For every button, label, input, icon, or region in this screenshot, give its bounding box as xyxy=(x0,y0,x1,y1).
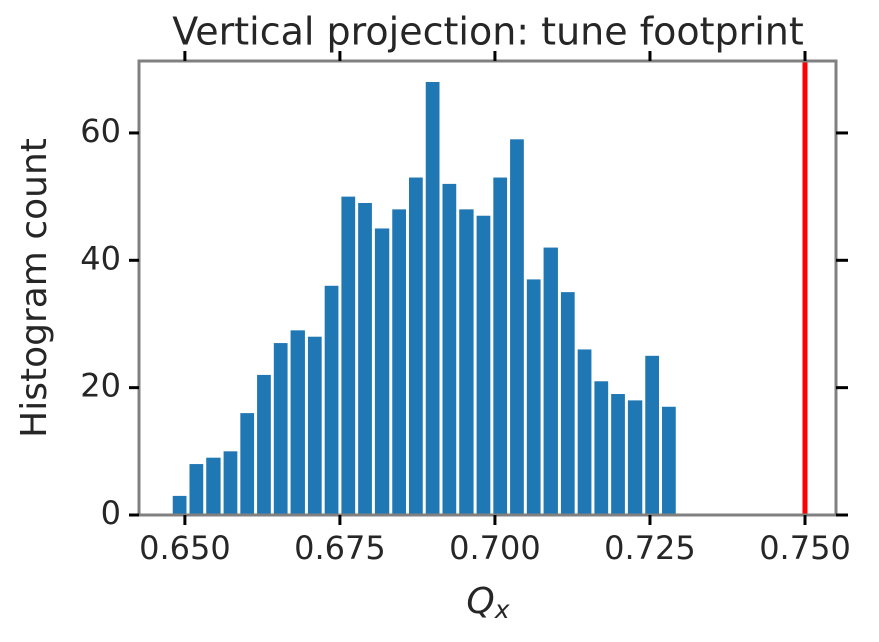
x-tick-label: 0.650 xyxy=(139,529,231,567)
y-tick-label: 0 xyxy=(101,494,121,532)
bar xyxy=(358,202,372,515)
bar xyxy=(526,279,541,515)
bar xyxy=(341,196,356,515)
x-tick-label: 0.750 xyxy=(759,529,851,567)
x-tick-label: 0.675 xyxy=(294,529,386,567)
bar xyxy=(476,215,491,515)
bar xyxy=(627,400,643,515)
bar xyxy=(223,451,238,515)
x-axis-label-base: Q xyxy=(466,581,494,622)
bar xyxy=(645,355,660,515)
bar xyxy=(374,228,390,515)
bar xyxy=(442,183,457,515)
y-axis-label: Histogram count xyxy=(14,138,55,438)
bar xyxy=(257,374,271,515)
bar xyxy=(611,394,625,515)
bar xyxy=(189,464,204,515)
y-tick-label: 40 xyxy=(80,239,121,277)
bar xyxy=(409,177,423,516)
bar xyxy=(543,247,558,515)
bar xyxy=(560,292,575,515)
bar xyxy=(662,406,676,515)
bar xyxy=(307,336,322,515)
x-axis-label-sub: x xyxy=(494,595,510,624)
y-tick-label: 60 xyxy=(80,112,121,150)
bar xyxy=(594,381,609,515)
bar xyxy=(240,413,255,515)
bar xyxy=(459,209,474,515)
bar xyxy=(273,343,288,515)
bar xyxy=(324,285,339,515)
x-tick-label: 0.725 xyxy=(604,529,696,567)
y-tick-label: 20 xyxy=(80,367,121,405)
chart-title: Vertical projection: tune footprint xyxy=(172,10,804,54)
bar xyxy=(172,495,187,515)
bar xyxy=(425,82,440,515)
x-tick-label: 0.700 xyxy=(449,529,541,567)
bar xyxy=(392,209,407,515)
plot-frame xyxy=(137,59,838,517)
bar xyxy=(493,177,508,516)
bar xyxy=(206,457,221,515)
bar xyxy=(290,330,305,515)
x-axis-label: Qx xyxy=(466,581,509,624)
bar xyxy=(510,139,524,516)
bar xyxy=(577,349,592,515)
